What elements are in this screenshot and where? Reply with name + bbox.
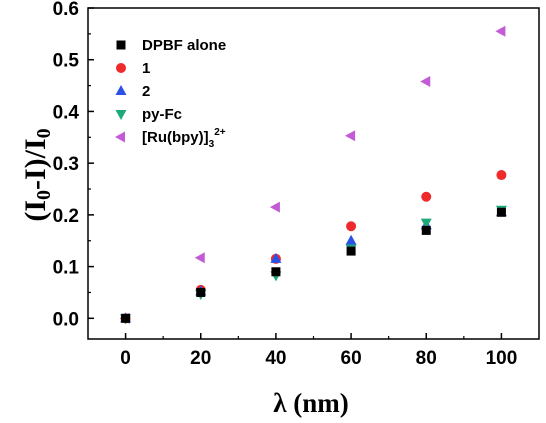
legend-label-1: 1 [142, 60, 150, 77]
legend-marker-2 [115, 85, 127, 95]
point-s3-4 [420, 218, 432, 229]
plot-frame [87, 7, 540, 340]
legend-label-3: py-Fc [142, 106, 182, 123]
data-points [119, 25, 507, 325]
x-tick-label-3: 60 [341, 348, 362, 369]
y-title-sub-2: 0 [33, 128, 55, 138]
point-s0-3 [346, 246, 356, 256]
y-title-part-1: (I [19, 200, 52, 222]
legend-label-4-sub: 3 [209, 139, 215, 150]
legend-marker-3 [115, 110, 127, 120]
point-s1-5 [496, 170, 507, 181]
x-tick-label-5: 100 [486, 348, 518, 369]
legend-marker-0 [116, 40, 126, 50]
legend-label-4-sup: 2+ [214, 127, 226, 138]
y-tick-label-2: 0.2 [53, 206, 79, 227]
point-s0-2 [271, 267, 281, 277]
point-s4-5 [495, 25, 506, 37]
y-tick-label-6: 0.6 [53, 0, 79, 20]
point-s2-2 [270, 252, 282, 263]
tick-labels: 0 20 40 60 80 100 0.0 0.1 0.2 0.3 0.4 0.5 0.6 [53, 0, 518, 369]
point-s0-5 [496, 207, 506, 217]
x-tick-label-2: 40 [265, 348, 286, 369]
legend: DPBF alone 1 2 py-Fc [Ru(bpy)]32+ [115, 37, 226, 150]
y-title-part-2: -I)/I [19, 138, 52, 190]
point-s4-1 [194, 252, 205, 264]
x-tick-label-4: 80 [416, 348, 437, 369]
point-s2-3 [345, 234, 357, 245]
y-title-sub-1: 0 [33, 190, 55, 200]
x-axis-title: λ (nm) [273, 388, 349, 418]
legend-marker-4 [115, 131, 125, 143]
point-s0-4 [421, 225, 431, 235]
y-tick-label-0: 0.0 [53, 309, 79, 330]
point-s1-3 [346, 221, 357, 232]
y-tick-label-5: 0.5 [53, 51, 80, 72]
point-s0-0 [121, 313, 131, 323]
legend-label-4: [Ru(bpy)]32+ [142, 127, 226, 150]
point-s0-1 [196, 287, 206, 297]
y-axis-title: (I0-I)/I0 [19, 128, 55, 221]
y-tick-label-4: 0.4 [53, 102, 80, 123]
y-tick-label-1: 0.1 [53, 258, 80, 279]
point-s4-4 [420, 75, 431, 87]
point-s1-4 [421, 191, 432, 202]
point-s4-3 [345, 130, 356, 142]
x-tick-label-0: 0 [120, 348, 131, 369]
y-tick-label-3: 0.3 [53, 154, 79, 175]
legend-marker-1 [116, 63, 126, 73]
legend-label-0: DPBF alone [142, 37, 226, 54]
legend-label-2: 2 [142, 83, 150, 100]
x-tick-label-1: 20 [190, 348, 211, 369]
axis-ticks [88, 7, 503, 339]
legend-label-4-main: [Ru(bpy)] [142, 129, 209, 146]
point-s4-2 [269, 201, 280, 213]
